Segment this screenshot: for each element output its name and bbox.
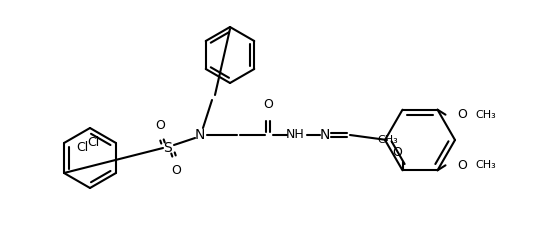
Text: CH₃: CH₃	[476, 160, 496, 170]
Text: O: O	[393, 146, 402, 159]
Text: N: N	[195, 128, 205, 142]
Text: CH₃: CH₃	[377, 135, 398, 145]
Text: NH: NH	[286, 129, 305, 141]
Text: Cl: Cl	[76, 141, 88, 154]
Text: O: O	[171, 164, 181, 177]
Text: O: O	[155, 119, 165, 132]
Text: CH₃: CH₃	[476, 110, 496, 120]
Text: S: S	[164, 141, 172, 155]
Text: O: O	[457, 159, 468, 172]
Text: O: O	[457, 108, 468, 121]
Text: O: O	[263, 98, 273, 111]
Text: N: N	[320, 128, 330, 142]
Text: Cl: Cl	[88, 137, 100, 150]
